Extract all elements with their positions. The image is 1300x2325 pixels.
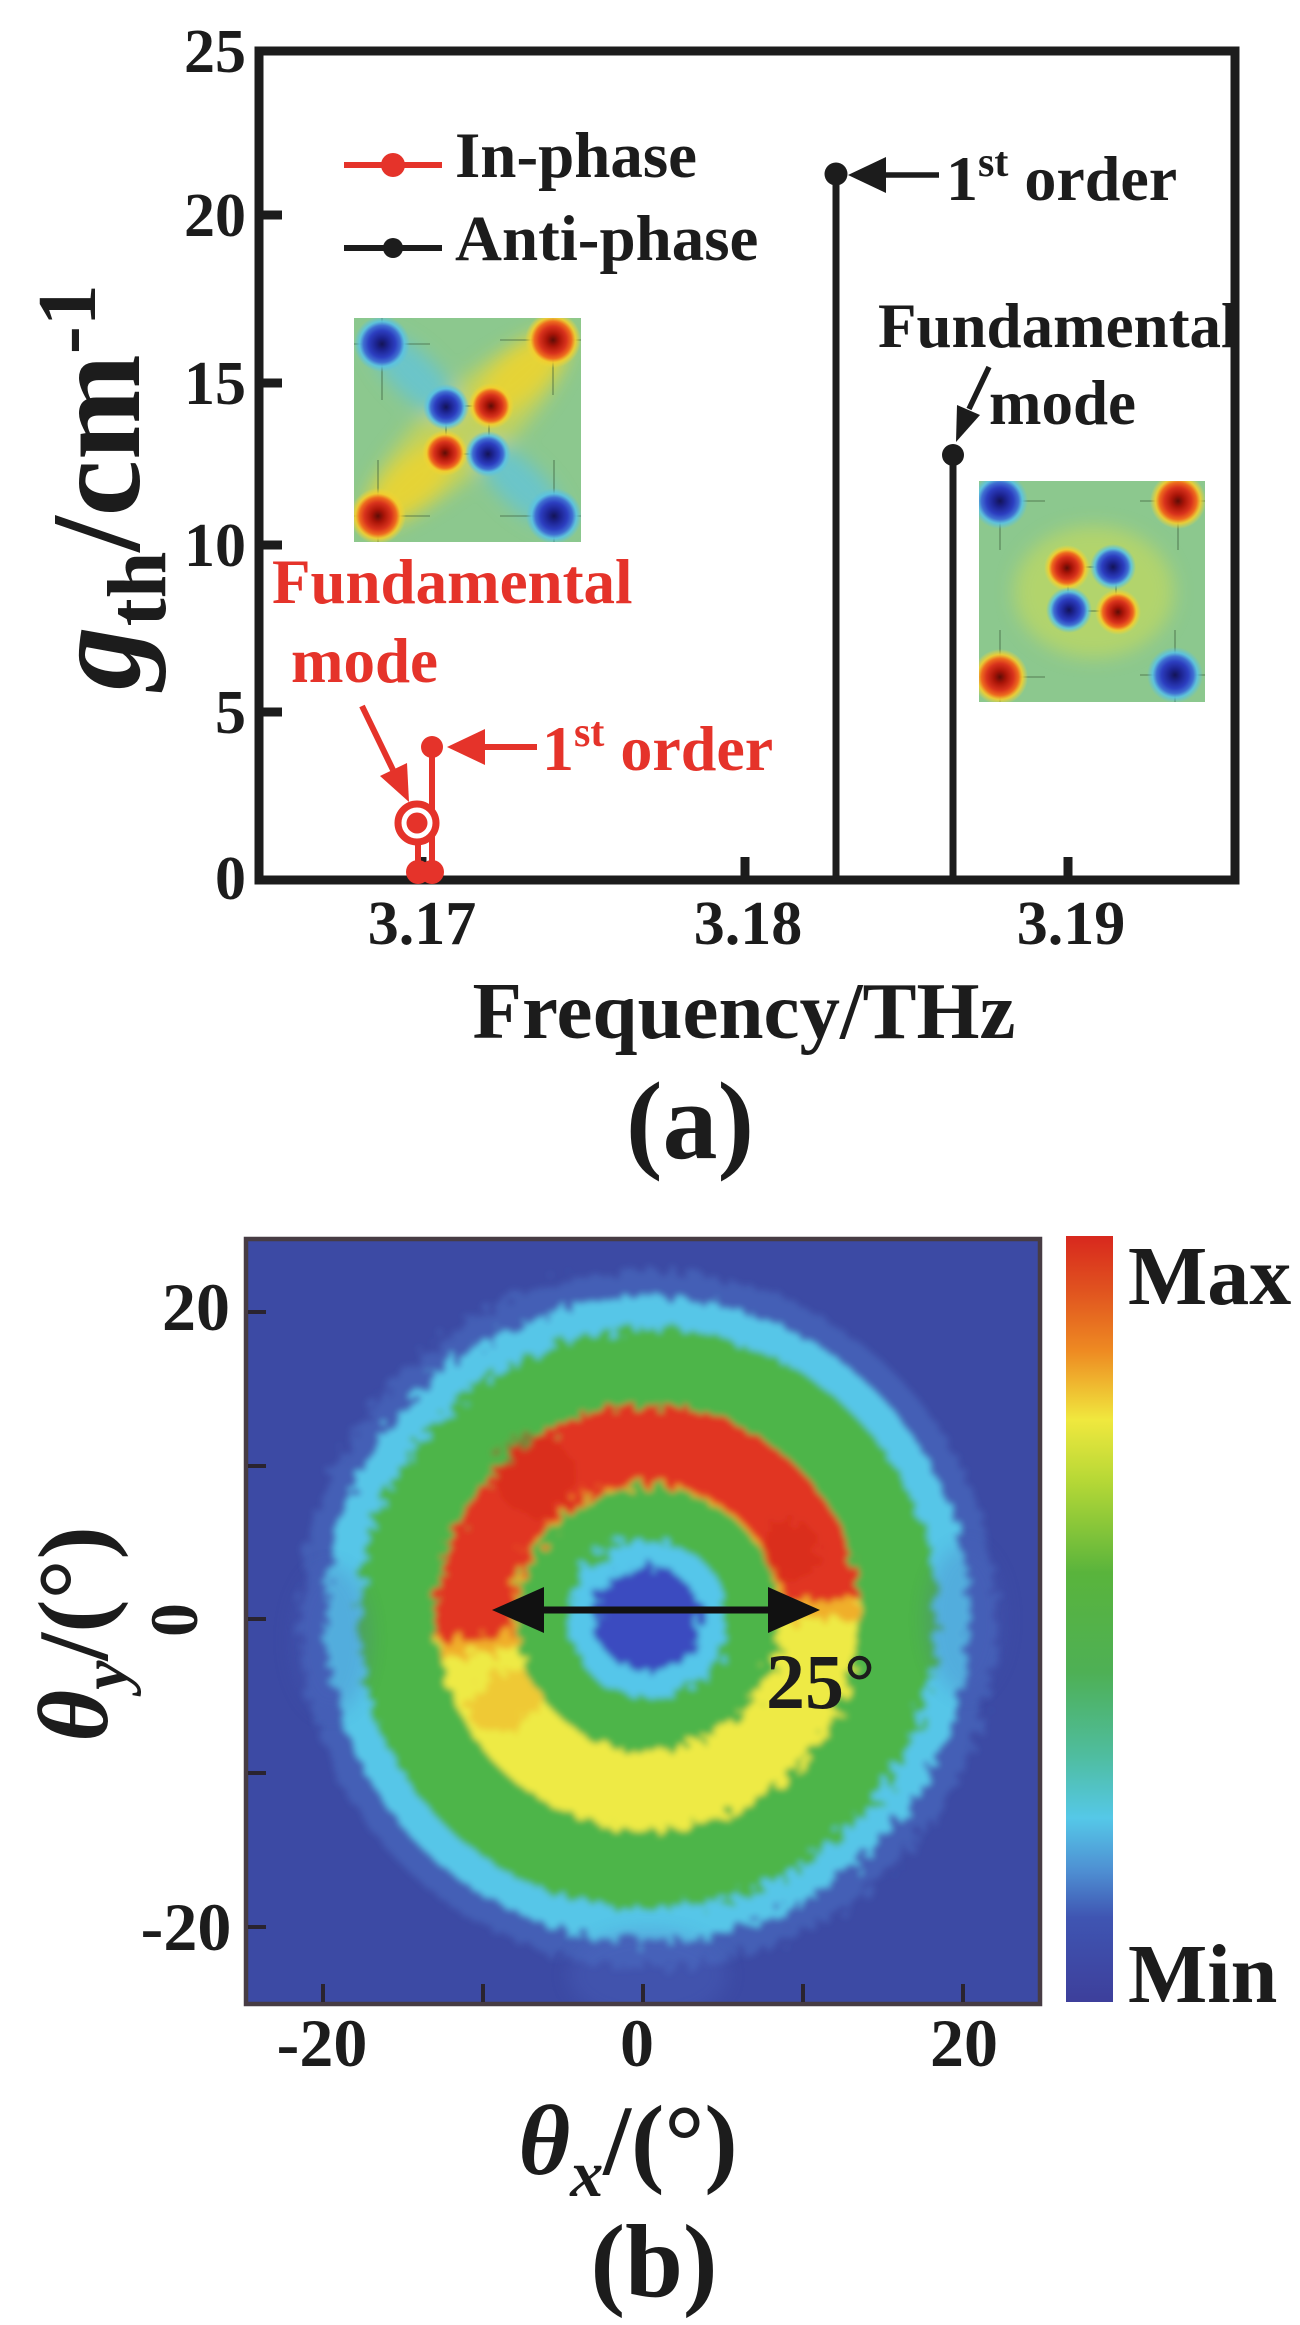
svg-text:-20: -20 [141, 1889, 232, 1965]
svg-text:5: 5 [215, 679, 246, 747]
svg-text:3.19: 3.19 [1017, 890, 1126, 958]
svg-text:0: 0 [215, 845, 246, 913]
svg-text:1st order: 1st order [946, 140, 1177, 214]
svg-text:-20: -20 [277, 2005, 368, 2081]
svg-text:Fundamental: Fundamental [878, 291, 1239, 361]
svg-text:3.17: 3.17 [368, 890, 477, 958]
svg-text:10: 10 [184, 512, 246, 580]
svg-text:Fundamental: Fundamental [272, 547, 633, 617]
svg-text:In-phase: In-phase [455, 120, 697, 192]
svg-text:mode: mode [291, 626, 438, 696]
svg-text:25°: 25° [766, 1638, 875, 1725]
svg-text:Max: Max [1128, 1230, 1291, 1323]
svg-text:20: 20 [930, 2005, 998, 2081]
svg-text:15: 15 [184, 350, 246, 418]
svg-text:3.18: 3.18 [694, 890, 803, 958]
svg-text:0: 0 [136, 1603, 212, 1637]
svg-text:20: 20 [184, 182, 246, 250]
svg-text:θx/(°): θx/(°) [518, 2085, 737, 2211]
svg-text:(b): (b) [590, 2204, 717, 2319]
svg-text:20: 20 [162, 1269, 230, 1345]
svg-text:Anti-phase: Anti-phase [455, 203, 758, 275]
svg-text:Frequency/THz: Frequency/THz [473, 966, 1016, 1056]
svg-text:Min: Min [1128, 1928, 1277, 2021]
svg-text:(a): (a) [626, 1060, 754, 1182]
svg-text:θy/(°): θy/(°) [18, 1526, 142, 1742]
svg-text:1st order: 1st order [542, 710, 773, 784]
svg-text:0: 0 [620, 2005, 654, 2081]
svg-text:25: 25 [184, 18, 246, 86]
svg-text:mode: mode [989, 368, 1136, 438]
svg-text:gth/cm-1: gth/cm-1 [21, 284, 184, 693]
